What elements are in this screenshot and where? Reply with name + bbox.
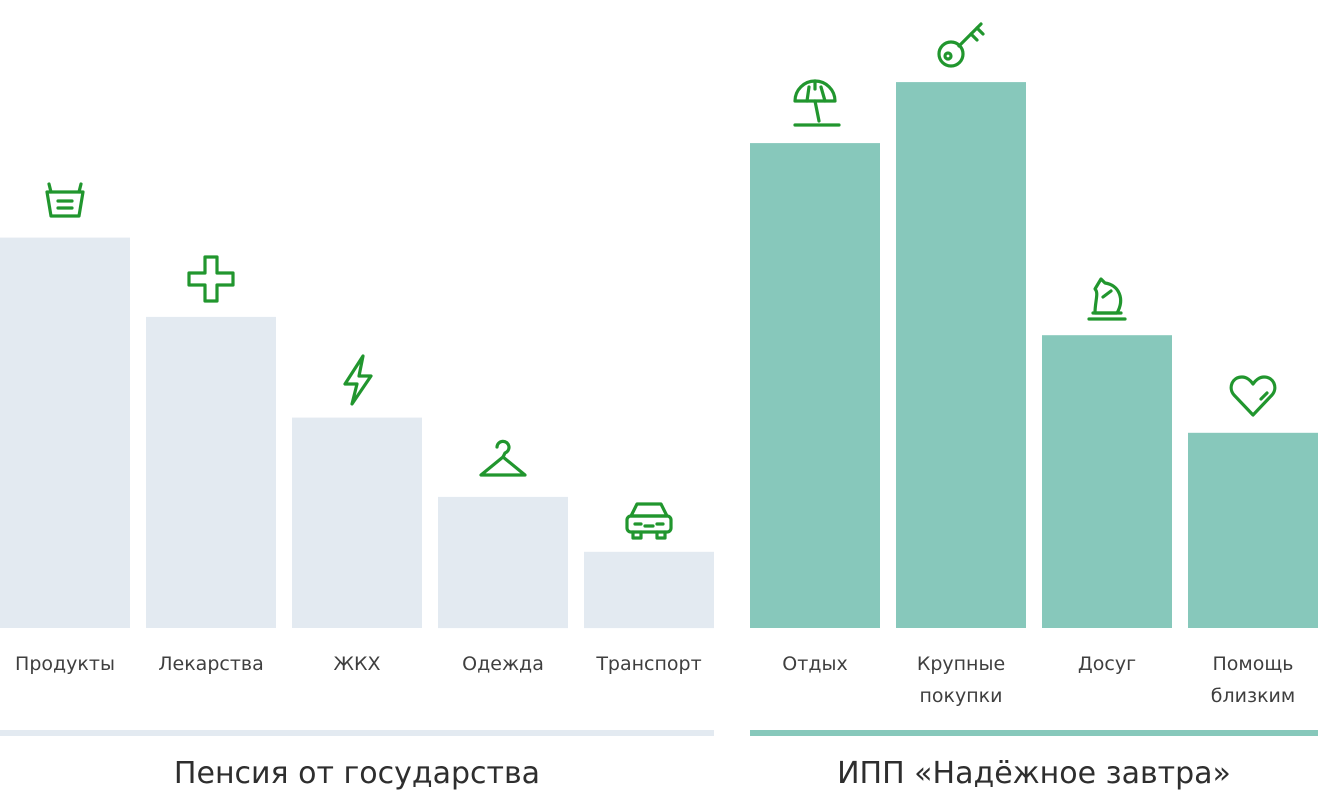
category-label-line: покупки [919,685,1003,707]
medical-cross-icon [183,251,239,307]
category-label-line: ЖКХ [333,653,381,675]
category-label: Одежда [438,648,568,680]
category-label-line: Лекарства [158,653,264,675]
category-label-line: Отдых [782,653,848,675]
bar-pension-4 [438,496,568,629]
beach-umbrella-icon [787,77,843,133]
car-icon [621,486,677,542]
category-label: Отдых [750,648,880,680]
category-label-line: Крупные [916,653,1006,675]
chess-knight-icon [1079,269,1135,325]
category-label: Крупные покупки [896,648,1026,712]
bar-ipp-4 [1188,432,1318,628]
group-title-ipp: ИПП «Надёжное завтра» [837,756,1231,791]
bar-ipp-3 [1042,335,1172,628]
bar-pension-1 [0,237,130,628]
category-label-line: Транспорт [596,653,702,675]
group-underline-ipp [750,730,1318,736]
hanger-icon [475,431,531,487]
category-label-line: близким [1210,685,1296,707]
category-label: Продукты [0,648,130,680]
heart-icon [1225,367,1281,423]
bar-pension-3 [292,417,422,628]
bar-pension-5 [584,551,714,629]
bar-ipp-1 [750,143,880,628]
category-label: Лекарства [146,648,276,680]
category-label-line: Досуг [1077,653,1137,675]
key-icon [933,16,989,72]
category-label-line: Помощь [1212,653,1294,675]
category-label: Досуг [1042,648,1172,680]
lightning-icon [329,352,385,408]
category-label-line: Одежда [462,653,544,675]
group-title-pension: Пенсия от государства [173,756,541,791]
group-underline-pension [0,730,714,736]
category-label-line: Продукты [15,653,115,675]
bar-ipp-2 [896,82,1026,629]
bar-pension-2 [146,316,276,628]
category-label: Транспорт [584,648,714,680]
category-label: ЖКХ [292,648,422,680]
basket-icon [37,172,93,228]
category-label: Помощь близким [1188,648,1318,712]
